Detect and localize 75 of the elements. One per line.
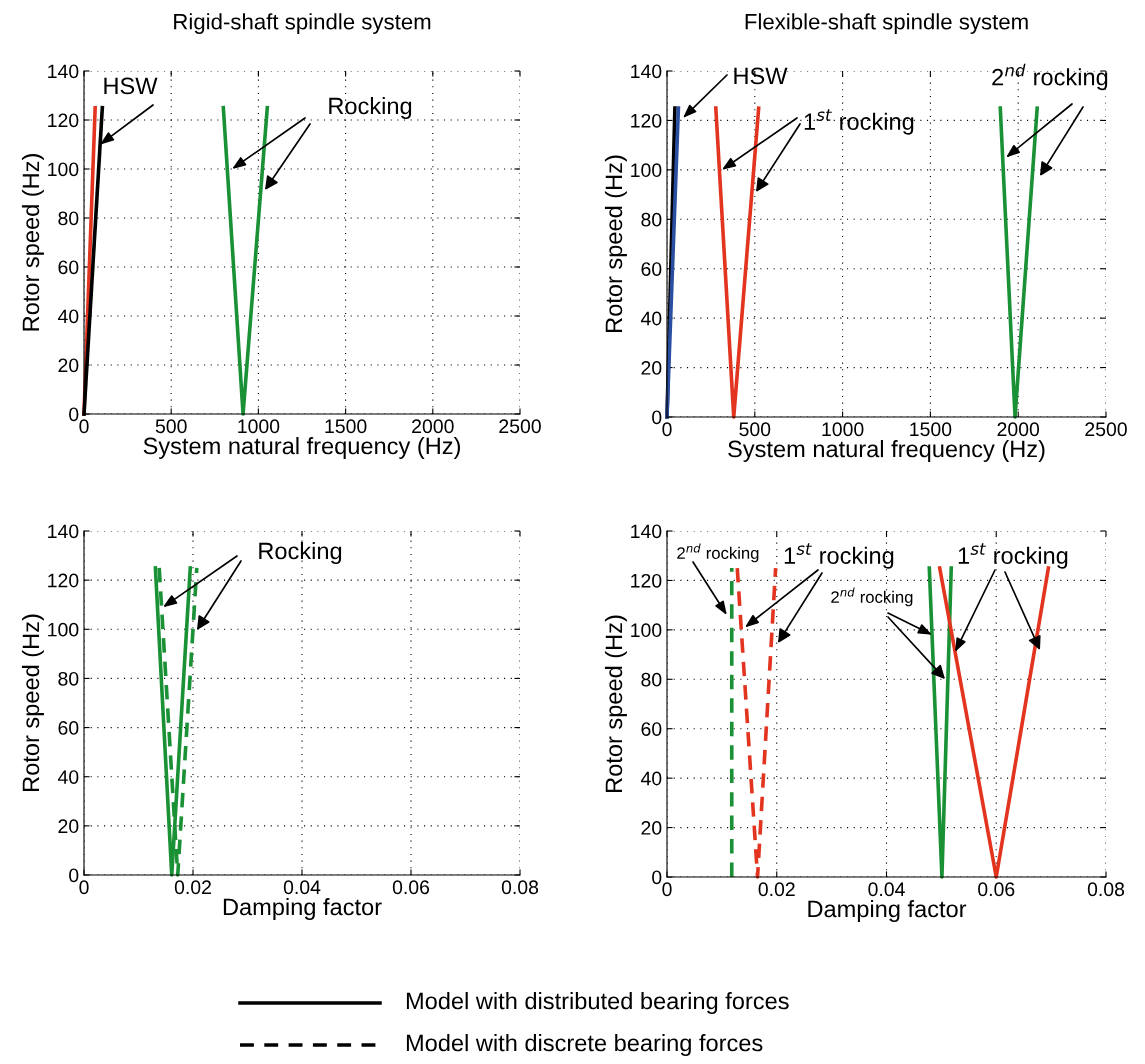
y-tick-label: 60 (58, 260, 79, 275)
y-tick-label: 20 (58, 358, 79, 373)
text: Model with distributed bearing forces (406, 991, 789, 1015)
y-tick-label: 100 (631, 623, 662, 638)
y-tick-label: 40 (57, 770, 79, 784)
x-axis-title: System natural frequency (Hz) (143, 436, 460, 459)
y-tick-label: 100 (48, 622, 79, 637)
x-tick-label: 1500 (910, 422, 952, 437)
annotation: 1$^{st}$ rocking (784, 543, 894, 569)
x-tick-label: 0.06 (978, 882, 1015, 897)
x-tick-label: 0.08 (501, 880, 539, 895)
y-tick-label: 120 (48, 573, 79, 588)
x-tick-label: 500 (155, 419, 187, 434)
annotation: HSW (104, 77, 158, 95)
y-axis-title: Rotor speed (Hz) (21, 154, 44, 331)
x-tick-label: 0 (662, 422, 672, 437)
x-tick-label: 0.02 (174, 880, 211, 895)
x-axis-title: Damping factor (808, 899, 967, 922)
x-axis-title: Damping factor (223, 897, 382, 920)
x-tick-label: 0 (662, 882, 672, 897)
x-tick-label: 1000 (238, 419, 280, 434)
x-tick-label: 0.02 (758, 882, 795, 897)
annotation: 1$^{st}$ rocking (804, 109, 914, 135)
x-tick-label: 0 (79, 880, 89, 895)
y-tick-label: 60 (58, 721, 79, 735)
y-tick-label: 100 (48, 162, 79, 177)
x-tick-label: 500 (739, 422, 771, 437)
y-tick-label: 80 (58, 671, 79, 686)
y-tick-label: 0 (69, 868, 79, 883)
y-tick-label: 20 (58, 819, 79, 834)
y-tick-label: 60 (641, 262, 662, 276)
annotation: 2$^{nd}$ rocking (831, 587, 913, 607)
x-tick-label: 0.04 (868, 882, 905, 897)
x-axis-title: System natural frequency (Hz) (728, 439, 1045, 462)
y-tick-label: 140 (631, 64, 662, 79)
y-tick-label: 140 (48, 64, 79, 79)
x-tick-label: 2500 (1085, 422, 1127, 437)
y-tick-label: 140 (631, 524, 662, 539)
y-tick-label: 80 (641, 212, 662, 227)
annotation: Rocking (259, 541, 342, 564)
annotation: 2$^{nd}$ rocking (992, 63, 1108, 91)
text: Model with discrete bearing forces (406, 1033, 763, 1057)
y-tick-label: 120 (631, 113, 662, 128)
y-tick-label: 60 (641, 722, 662, 736)
x-tick-label: 0.08 (1087, 882, 1125, 897)
chart-title: Rigid-shaft spindle system (174, 13, 431, 34)
x-tick-label: 2000 (412, 419, 454, 434)
x-tick-label: 0.06 (392, 880, 430, 895)
annotation: HSW (734, 67, 788, 85)
y-tick-label: 140 (48, 524, 79, 539)
x-tick-label: 1500 (325, 419, 367, 434)
y-tick-label: 0 (652, 870, 662, 885)
y-tick-label: 40 (640, 311, 662, 326)
x-tick-label: 1000 (822, 422, 864, 437)
y-axis-title: Rotor speed (Hz) (604, 155, 627, 332)
y-tick-label: 120 (48, 113, 79, 128)
annotation: 2$^{nd}$ rocking (677, 543, 759, 563)
y-tick-label: 20 (641, 821, 662, 835)
y-tick-label: 0 (69, 407, 79, 422)
chart-title: Flexible-shaft spindle system (745, 13, 1028, 34)
y-tick-label: 100 (631, 163, 662, 178)
x-tick-label: 2500 (499, 419, 541, 434)
y-tick-label: 80 (641, 672, 662, 687)
x-tick-label: 2000 (997, 422, 1040, 437)
y-axis-title: Rotor speed (Hz) (604, 615, 627, 792)
annotation: Rocking (329, 97, 412, 120)
y-tick-label: 40 (640, 771, 662, 786)
y-axis-title: Rotor speed (Hz) (21, 614, 44, 791)
annotation: 1$^{st}$ rocking (958, 543, 1068, 569)
x-tick-label: 0.04 (283, 880, 321, 895)
y-tick-label: 120 (631, 573, 662, 588)
y-tick-label: 20 (641, 361, 662, 375)
y-tick-label: 80 (58, 211, 79, 226)
x-tick-label: 0 (79, 419, 89, 434)
y-tick-label: 40 (57, 309, 79, 324)
